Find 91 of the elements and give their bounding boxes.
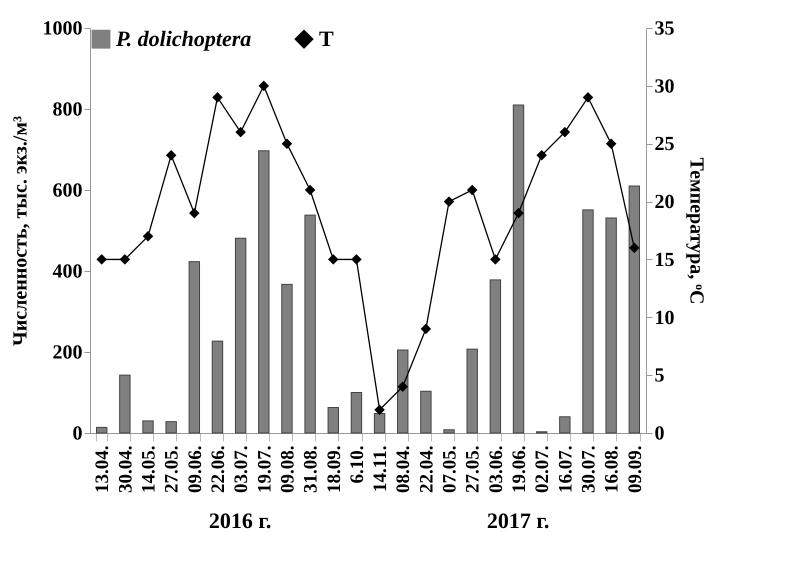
x-tick-label: 27.05. bbox=[162, 446, 183, 493]
point bbox=[466, 184, 478, 196]
x-tick-label: 18.09. bbox=[324, 446, 345, 493]
x-tick-label: 09.08. bbox=[277, 446, 298, 493]
bar bbox=[582, 209, 594, 434]
bar bbox=[605, 217, 617, 434]
bar bbox=[281, 284, 293, 434]
y2-tick-label: 20 bbox=[654, 191, 674, 214]
y2-axis-title: Температура, ᵒC bbox=[686, 158, 708, 304]
y-tick-label: 0 bbox=[72, 422, 82, 444]
x-tick-label: 22.06. bbox=[208, 446, 229, 493]
point bbox=[328, 254, 339, 265]
x-tick-label: 6.10. bbox=[346, 446, 368, 484]
x-tick-label: 14.11. bbox=[370, 446, 392, 492]
text: 2017 г. bbox=[486, 508, 550, 533]
bar bbox=[628, 185, 640, 434]
bar bbox=[119, 374, 131, 434]
y2-tick-label: 0 bbox=[654, 422, 664, 444]
x-tick-label: 03.07. bbox=[231, 446, 252, 493]
point bbox=[536, 150, 547, 161]
point bbox=[212, 92, 223, 103]
x-tick-label: 19.06. bbox=[509, 446, 530, 493]
point bbox=[560, 126, 570, 138]
x-tick-label: 31.08. bbox=[300, 446, 322, 493]
bar bbox=[328, 406, 339, 434]
point bbox=[258, 80, 270, 92]
x-tick-label: 08.04. bbox=[393, 446, 414, 493]
x-tick-label: 30.07. bbox=[578, 446, 600, 493]
point bbox=[142, 231, 154, 242]
y-tick-label: 600 bbox=[52, 180, 82, 202]
y2-tick-label: 30 bbox=[654, 75, 674, 98]
y2-tick-label: 15 bbox=[654, 248, 674, 271]
bar bbox=[559, 416, 571, 434]
point bbox=[444, 196, 454, 207]
point bbox=[304, 184, 316, 196]
bar bbox=[512, 104, 524, 434]
bar bbox=[142, 420, 154, 434]
point bbox=[120, 254, 130, 265]
bar bbox=[165, 421, 177, 434]
point bbox=[606, 138, 616, 149]
bar bbox=[96, 426, 108, 434]
bar bbox=[443, 429, 455, 434]
y-tick-label: 200 bbox=[52, 342, 82, 364]
point bbox=[282, 138, 292, 149]
point bbox=[374, 404, 385, 416]
bar bbox=[188, 261, 200, 434]
x-tick-label: 30.04. bbox=[115, 446, 136, 493]
x-tick-label: 13.04. bbox=[92, 446, 114, 493]
y-tick-label: 400 bbox=[52, 260, 82, 282]
point bbox=[582, 92, 594, 103]
x-tick-label: 07.05. bbox=[440, 446, 461, 493]
text: 2016 г. bbox=[208, 508, 272, 533]
y2-tick-label: 10 bbox=[654, 306, 674, 329]
legend-label: P. dolichoptera bbox=[115, 26, 252, 52]
bar bbox=[466, 348, 478, 434]
bar bbox=[420, 390, 432, 434]
x-tick-label: 27.05. bbox=[462, 446, 484, 493]
point bbox=[166, 150, 176, 161]
y2-tick-label: 25 bbox=[654, 133, 674, 156]
x-tick-label: 16.07. bbox=[555, 446, 576, 493]
bar bbox=[350, 392, 362, 434]
point bbox=[490, 254, 501, 265]
y2-tick-label: 5 bbox=[654, 364, 664, 387]
point bbox=[96, 254, 107, 265]
point bbox=[629, 242, 640, 254]
bar bbox=[397, 349, 408, 434]
x-tick-label: 14.05. bbox=[138, 446, 160, 493]
y-tick-label: 1000 bbox=[42, 18, 82, 40]
bar bbox=[212, 340, 224, 434]
bar bbox=[374, 413, 386, 434]
x-tick-label: 02.07. bbox=[532, 446, 554, 493]
x-tick-label: 09.06. bbox=[184, 446, 206, 493]
x-tick-label: 22.04. bbox=[416, 446, 438, 493]
y-axis-title: Численность, тыс. экз./м³ bbox=[10, 116, 32, 346]
x-tick-label: 03.06. bbox=[486, 446, 507, 493]
point bbox=[420, 324, 432, 334]
point bbox=[513, 208, 524, 218]
bar bbox=[304, 214, 316, 434]
bar bbox=[490, 279, 502, 434]
y2-tick-label: 35 bbox=[654, 18, 674, 40]
point bbox=[235, 126, 246, 138]
legend-label: T bbox=[319, 26, 334, 52]
x-tick-label: 19.07. bbox=[254, 446, 276, 493]
x-tick-label: 16.08. bbox=[602, 446, 623, 493]
point bbox=[397, 381, 408, 392]
bar bbox=[234, 238, 246, 434]
bar bbox=[258, 150, 270, 434]
point bbox=[189, 208, 200, 218]
x-tick-label: 09.09. bbox=[624, 446, 646, 493]
point bbox=[351, 254, 362, 265]
y-tick-label: 800 bbox=[52, 98, 82, 120]
